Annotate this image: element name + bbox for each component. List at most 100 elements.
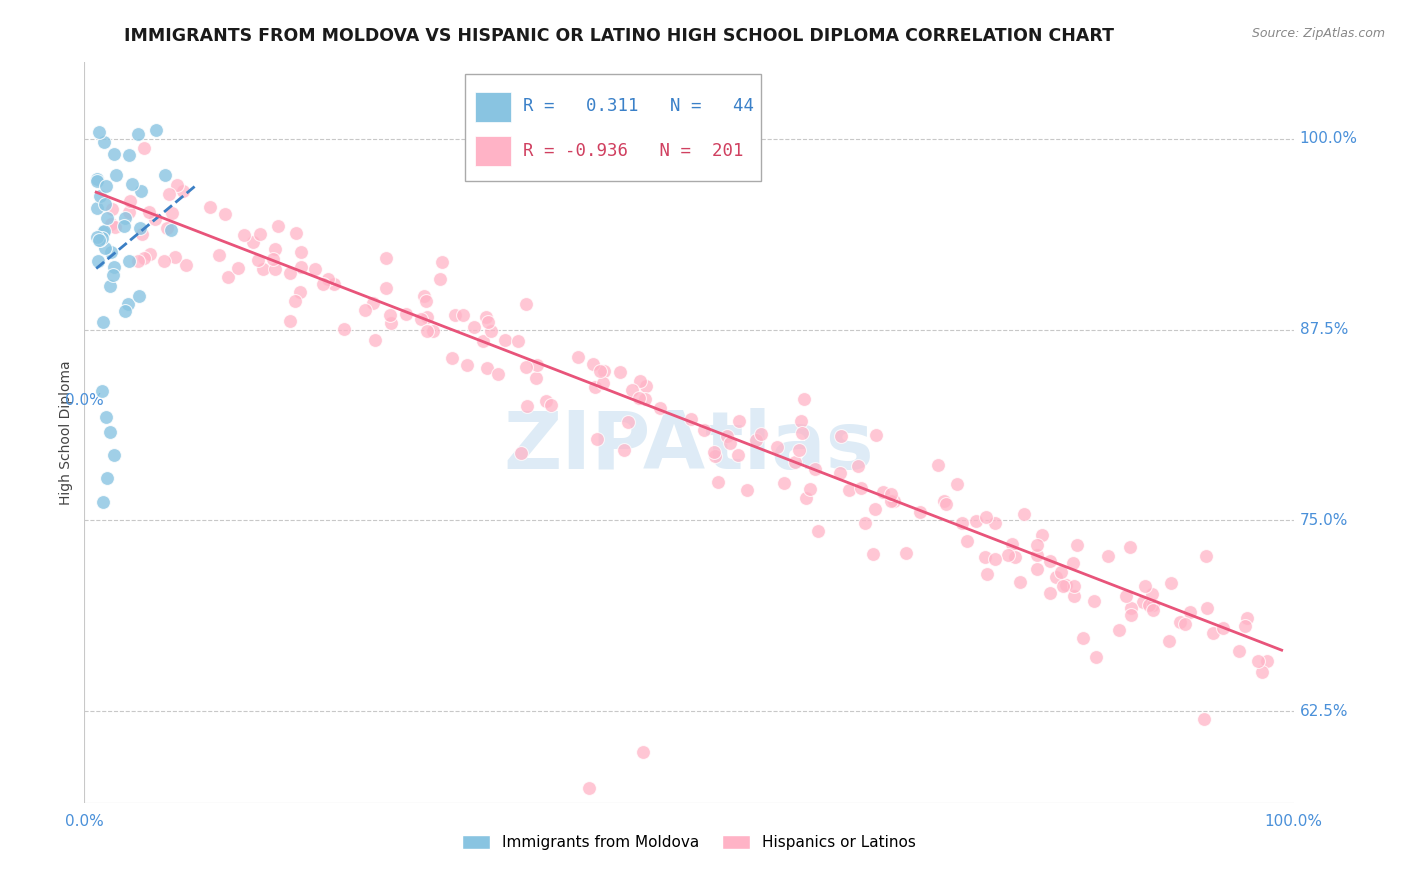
Point	[394, 307, 416, 321]
Point	[1026, 538, 1049, 552]
Point	[217, 270, 239, 285]
Point	[984, 552, 1007, 566]
Point	[1025, 548, 1047, 562]
Point	[793, 392, 815, 406]
Point	[945, 476, 967, 491]
Point	[208, 248, 231, 262]
Point	[540, 398, 562, 412]
Point	[94, 197, 117, 211]
Point	[583, 379, 606, 393]
Point	[976, 567, 998, 582]
Point	[172, 184, 194, 198]
Point	[163, 250, 186, 264]
Point	[132, 141, 155, 155]
Point	[104, 168, 127, 182]
Text: 75.0%: 75.0%	[1299, 513, 1348, 528]
FancyBboxPatch shape	[465, 73, 762, 181]
Point	[87, 253, 110, 268]
Point	[159, 223, 181, 237]
Point	[174, 258, 197, 272]
Point	[100, 217, 122, 231]
Point	[252, 262, 274, 277]
Point	[93, 224, 115, 238]
Point	[1119, 540, 1142, 554]
Point	[89, 233, 111, 247]
Point	[416, 324, 439, 338]
Point	[114, 304, 136, 318]
Text: ZIPAtlas: ZIPAtlas	[503, 409, 875, 486]
Point	[94, 409, 117, 424]
Point	[634, 392, 657, 406]
Point	[361, 295, 384, 310]
Point	[290, 244, 312, 259]
Point	[1227, 644, 1250, 658]
Point	[471, 334, 494, 348]
Point	[422, 324, 444, 338]
Point	[143, 212, 166, 227]
Point	[582, 357, 605, 371]
Point	[997, 548, 1019, 562]
Point	[515, 359, 537, 374]
Text: Source: ZipAtlas.com: Source: ZipAtlas.com	[1251, 27, 1385, 40]
Point	[1066, 538, 1088, 552]
Point	[198, 200, 221, 214]
Point	[880, 487, 903, 501]
Point	[157, 186, 180, 201]
Point	[865, 502, 887, 516]
Point	[1063, 589, 1085, 603]
Point	[790, 426, 813, 441]
Point	[1026, 562, 1049, 576]
Point	[524, 370, 547, 384]
Point	[1233, 619, 1256, 633]
Point	[806, 524, 828, 538]
Point	[90, 231, 112, 245]
Point	[139, 247, 162, 261]
Point	[94, 242, 117, 256]
Point	[93, 135, 115, 149]
Point	[285, 226, 308, 240]
Point	[1174, 616, 1197, 631]
Point	[114, 211, 136, 226]
Point	[534, 393, 557, 408]
Point	[263, 242, 285, 256]
Point	[617, 416, 640, 430]
Point	[862, 547, 884, 561]
Point	[101, 202, 124, 216]
Point	[620, 383, 643, 397]
Point	[1052, 579, 1074, 593]
Point	[103, 219, 125, 234]
Point	[145, 123, 167, 137]
Point	[965, 514, 987, 528]
Point	[1197, 601, 1219, 615]
Point	[354, 302, 377, 317]
Point	[1194, 712, 1216, 726]
Point	[430, 255, 453, 269]
Point	[266, 219, 288, 233]
Point	[1083, 594, 1105, 608]
Point	[131, 185, 153, 199]
Point	[323, 277, 346, 292]
Point	[86, 174, 108, 188]
Point	[718, 436, 741, 450]
Point	[950, 516, 973, 530]
Point	[1063, 579, 1085, 593]
Point	[894, 546, 917, 560]
Point	[103, 146, 125, 161]
Point	[681, 411, 703, 425]
Point	[727, 449, 749, 463]
Point	[1178, 606, 1201, 620]
Point	[249, 227, 271, 241]
Point	[242, 235, 264, 249]
Point	[333, 321, 356, 335]
Point	[374, 251, 396, 265]
Point	[89, 189, 111, 203]
Point	[973, 549, 995, 564]
Point	[1142, 598, 1164, 612]
Text: 0.0%: 0.0%	[65, 393, 104, 409]
Point	[1119, 608, 1142, 623]
Point	[494, 334, 516, 348]
Point	[1137, 599, 1160, 613]
Point	[112, 219, 135, 233]
Point	[628, 374, 651, 388]
Point	[96, 211, 118, 225]
